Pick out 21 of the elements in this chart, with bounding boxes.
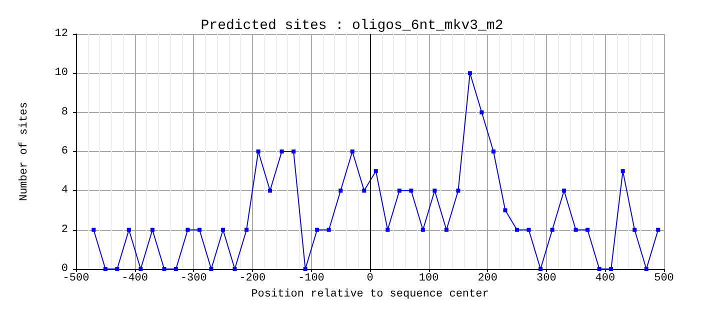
chart-title: Predicted sites : oligos_6nt_mkv3_m2: [200, 18, 504, 34]
x-tick-label: 300: [536, 272, 556, 284]
y-tick-label: 4: [61, 184, 68, 197]
x-tick-label: -500: [62, 272, 90, 284]
x-tick-label: 0: [366, 272, 374, 284]
x-tick-label: 400: [595, 272, 616, 284]
x-tick-label: -300: [180, 272, 207, 284]
x-tick-label: 500: [654, 272, 674, 284]
y-tick-label: 12: [54, 28, 68, 40]
y-tick-label: 10: [54, 67, 68, 80]
y-tick-label: 8: [61, 106, 68, 118]
x-tick-label: -200: [239, 272, 266, 284]
y-tick-label: 0: [61, 263, 68, 275]
x-tick-label: 200: [478, 272, 498, 284]
x-tick-label: -100: [298, 272, 324, 284]
y-tick-label: 6: [61, 146, 68, 158]
y-axis-title: Number of sites: [18, 102, 30, 202]
y-tick-label: 2: [61, 224, 68, 236]
x-tick-label: 100: [418, 272, 439, 284]
x-axis-title: Position relative to sequence center: [251, 288, 489, 300]
x-tick-label: -400: [122, 272, 148, 284]
